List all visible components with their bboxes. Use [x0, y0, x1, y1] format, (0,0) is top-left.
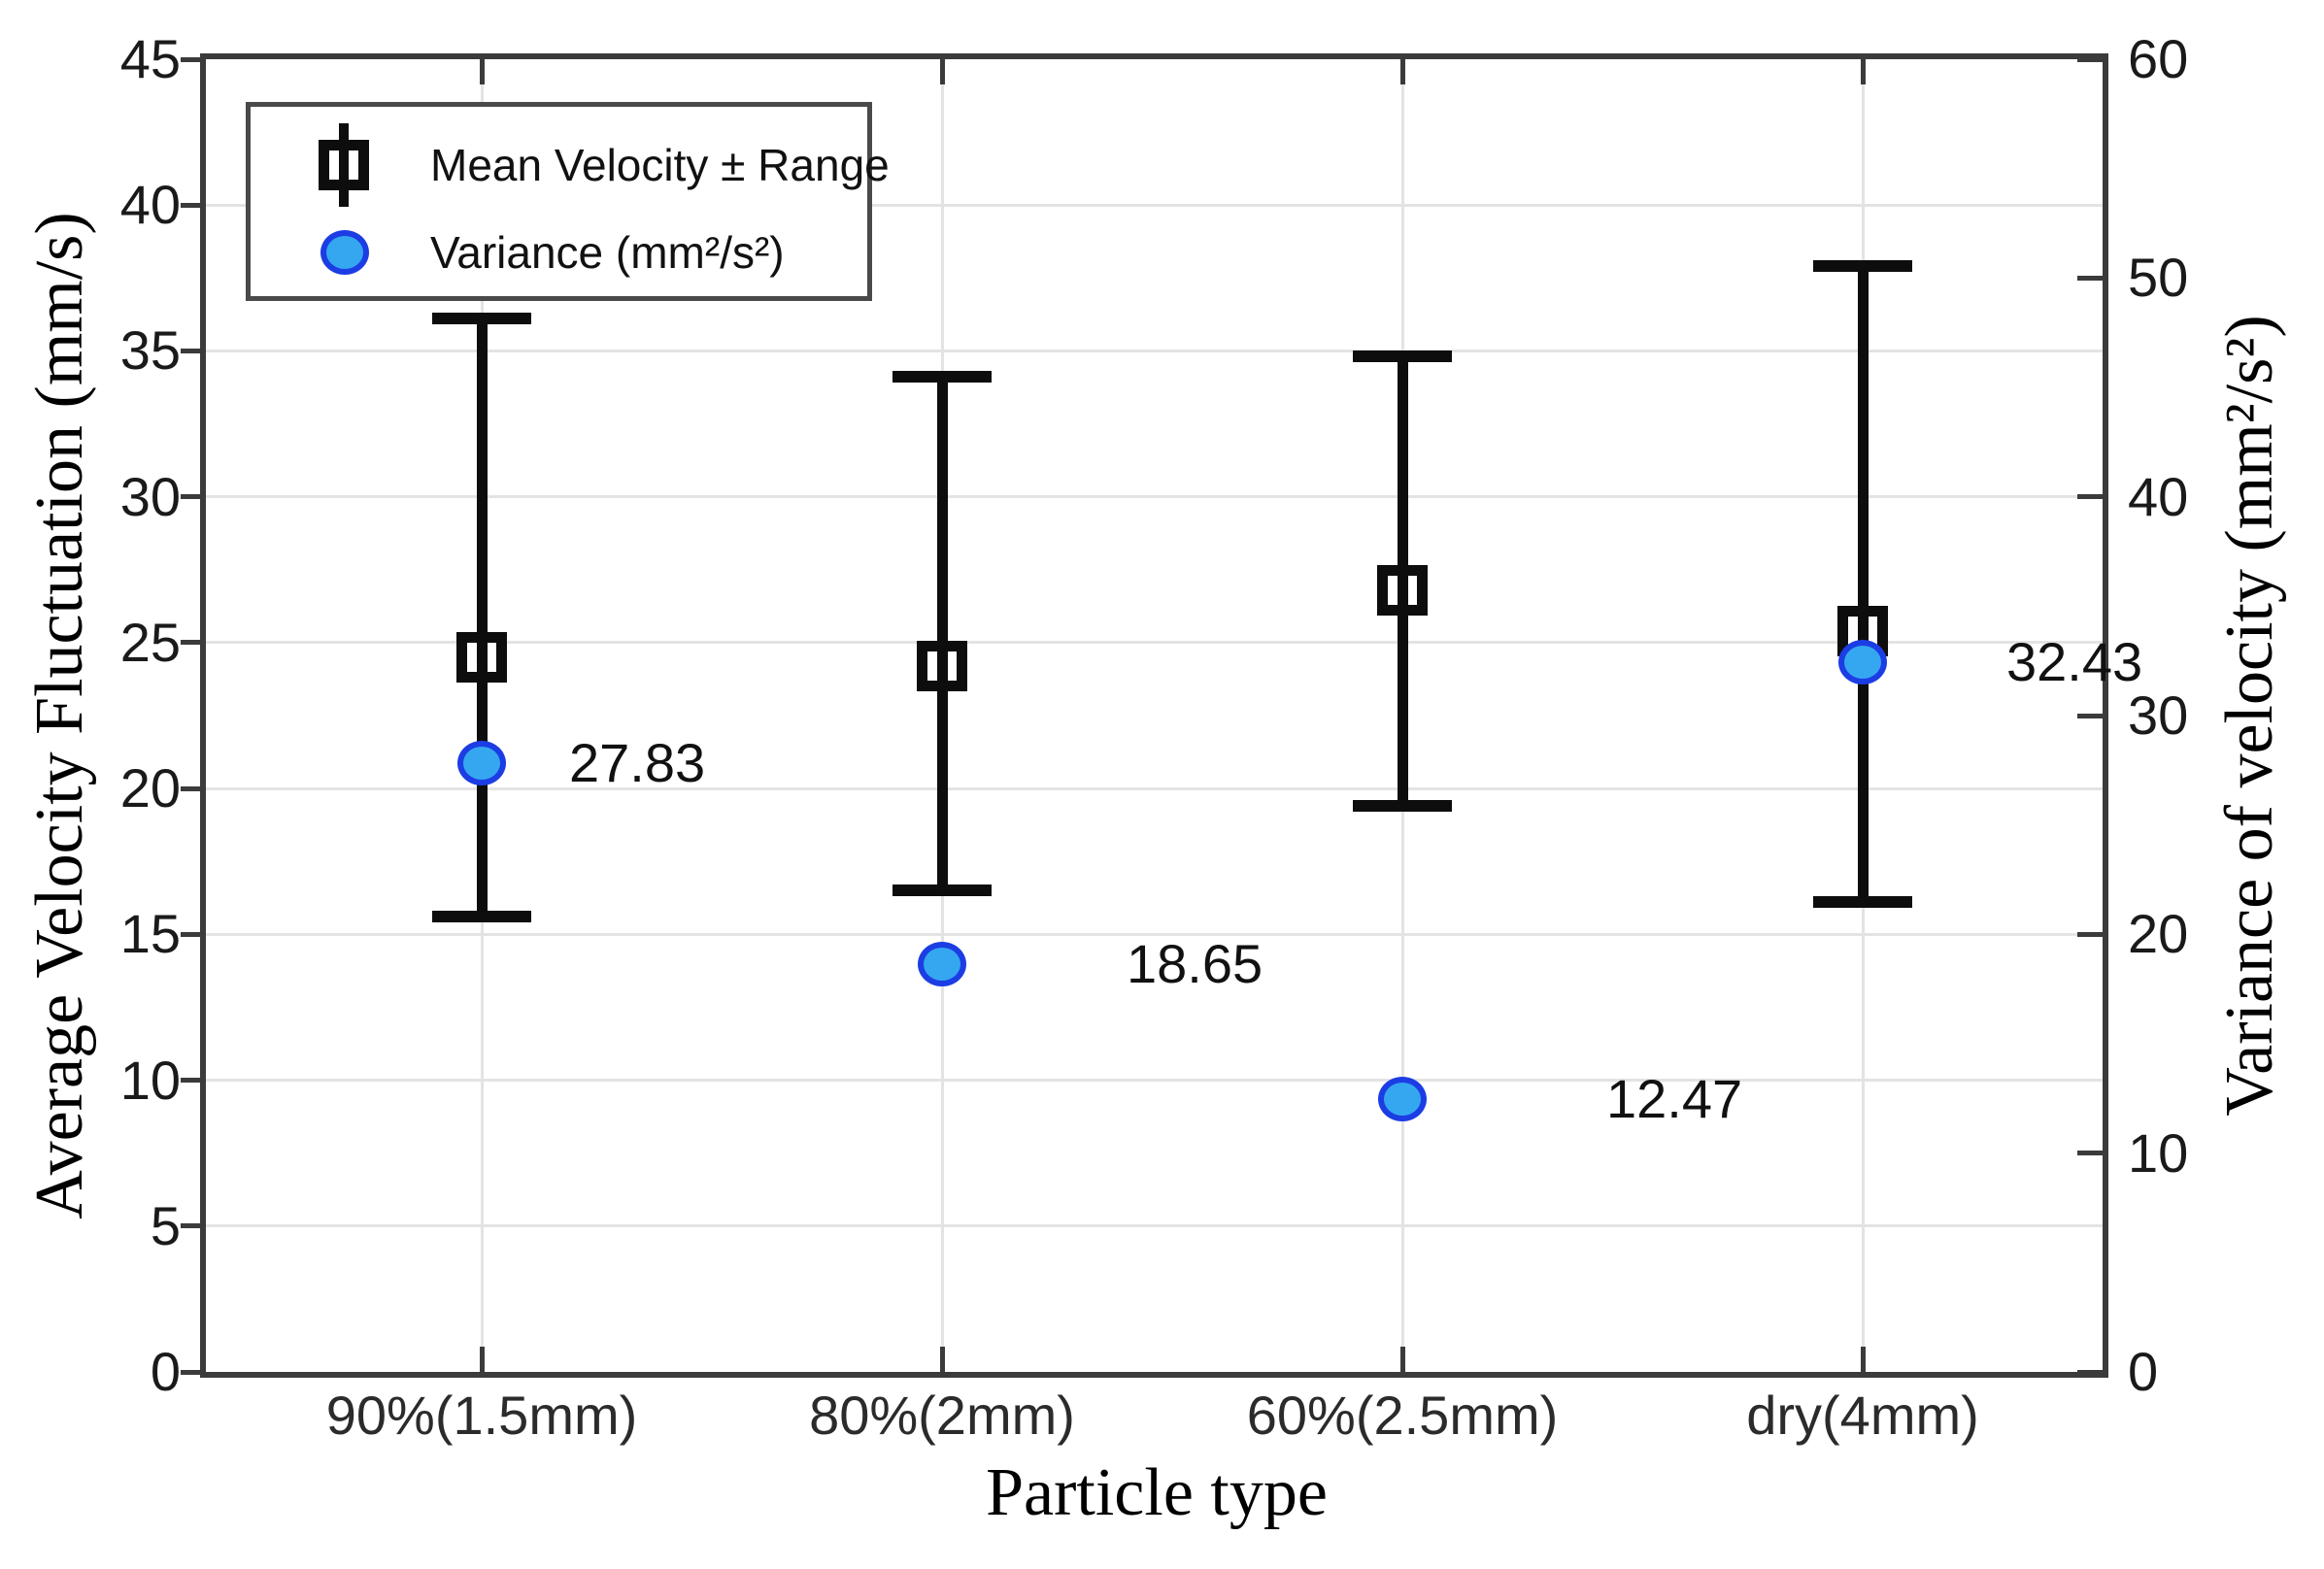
left-tick-label: 35 [119, 319, 181, 382]
errorbar-cap-bottom [893, 885, 992, 897]
left-tick [181, 56, 206, 62]
h-gridline [206, 932, 2103, 936]
bottom-tick [1399, 1347, 1405, 1372]
left-tick-label: 5 [150, 1194, 181, 1256]
h-gridline [206, 349, 2103, 352]
h-gridline [206, 641, 2103, 645]
category-label: dry(4mm) [1746, 1385, 1979, 1446]
right-tick-label: 10 [2128, 1121, 2189, 1184]
h-gridline [206, 1079, 2103, 1083]
bottom-tick [479, 1347, 485, 1372]
h-gridline [206, 786, 2103, 790]
legend: Mean Velocity ± Range Variance (mm²/s²) [246, 102, 890, 301]
left-tick-label: 15 [119, 903, 181, 965]
bottom-tick [1860, 1347, 1866, 1372]
x-axis-label: Particle type [986, 1455, 1328, 1530]
variance-value-label: 32.43 [2006, 631, 2143, 693]
variance-circle-marker [457, 740, 506, 785]
circle-marker-icon [320, 230, 369, 275]
right-tick [2077, 56, 2103, 62]
legend-label-mean: Mean Velocity ± Range [430, 140, 890, 190]
right-tick [2077, 931, 2103, 937]
bottom-tick [939, 1347, 945, 1372]
top-tick [479, 59, 485, 84]
right-tick-label: 30 [2128, 684, 2189, 746]
errorbar-cap-top [1813, 260, 1912, 273]
errorbar-cap-bottom [432, 911, 531, 923]
variance-value-label: 27.83 [569, 731, 706, 793]
left-tick [181, 640, 206, 646]
errorbar-cap-top [432, 313, 531, 325]
legend-item-variance: Variance (mm²/s²) [251, 209, 867, 296]
left-tick-label: 10 [119, 1049, 181, 1111]
right-tick-label: 40 [2128, 465, 2189, 527]
left-tick-label: 45 [119, 28, 181, 89]
errorbar-marker-icon [319, 123, 369, 207]
errorbar-cap-bottom [1813, 896, 1912, 909]
left-tick [181, 931, 206, 937]
category-label: 60%(2.5mm) [1246, 1385, 1559, 1446]
variance-value-label: 18.65 [1127, 932, 1263, 994]
right-tick [2077, 1151, 2103, 1156]
errorbar-line [936, 377, 948, 891]
left-tick [181, 1223, 206, 1229]
right-tick [2077, 275, 2103, 281]
left-tick [181, 1369, 206, 1375]
h-gridline [206, 203, 2103, 207]
left-tick [181, 202, 206, 208]
left-tick-label: 30 [119, 465, 181, 527]
left-tick [181, 785, 206, 791]
left-tick-label: 0 [150, 1341, 181, 1402]
variance-circle-marker [1838, 640, 1887, 685]
h-gridline [206, 495, 2103, 499]
top-tick [1860, 59, 1866, 84]
right-tick-label: 60 [2128, 28, 2189, 89]
errorbar-line [1397, 356, 1408, 807]
right-tick [2077, 713, 2103, 718]
right-tick-label: 20 [2128, 903, 2189, 965]
variance-circle-marker [918, 941, 966, 986]
right-tick-label: 0 [2128, 1341, 2159, 1402]
left-tick-label: 20 [119, 757, 181, 819]
variance-value-label: 12.47 [1606, 1068, 1743, 1129]
left-tick [181, 494, 206, 500]
legend-label-variance: Variance (mm²/s²) [430, 227, 785, 278]
errorbar-line [1857, 266, 1869, 903]
errorbar-cap-top [1353, 351, 1452, 363]
top-tick [1399, 59, 1405, 84]
variance-circle-marker [1378, 1077, 1427, 1121]
right-tick [2077, 494, 2103, 500]
left-tick [181, 1078, 206, 1084]
errorbar-line [476, 318, 488, 918]
h-gridline [206, 1224, 2103, 1228]
legend-item-mean: Mean Velocity ± Range [251, 121, 890, 209]
right-tick [2077, 1369, 2103, 1375]
left-tick-label: 25 [119, 611, 181, 673]
left-tick [181, 348, 206, 353]
left-tick-label: 40 [119, 174, 181, 236]
top-tick [939, 59, 945, 84]
category-label: 80%(2mm) [809, 1385, 1075, 1446]
errorbar-cap-top [893, 371, 992, 384]
right-tick-label: 50 [2128, 247, 2189, 309]
category-label: 90%(1.5mm) [325, 1385, 638, 1446]
plot-border [200, 53, 2108, 1378]
errorbar-cap-bottom [1353, 800, 1452, 813]
